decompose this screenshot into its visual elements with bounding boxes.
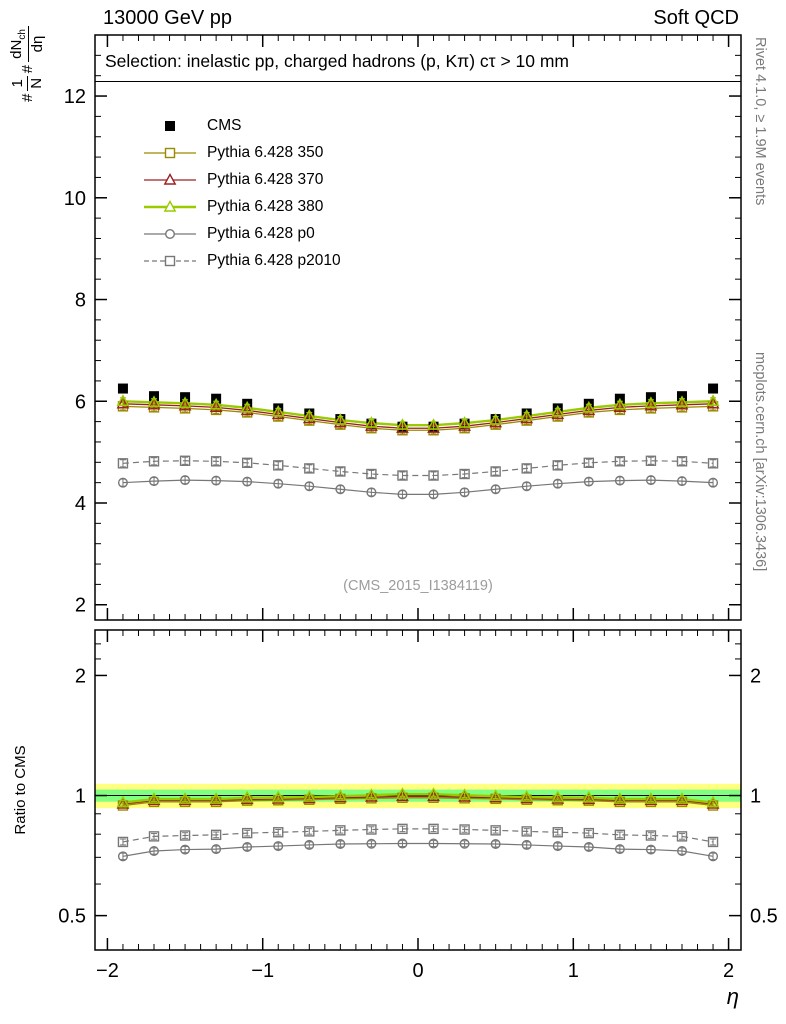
svg-text:12: 12 xyxy=(64,86,86,108)
svg-text:6: 6 xyxy=(75,391,86,413)
pythia-370-marker-icon xyxy=(142,171,198,189)
cms-marker-icon xyxy=(142,117,198,135)
svg-text:2: 2 xyxy=(75,665,86,687)
pythia-p2010-marker-icon xyxy=(142,252,198,270)
legend-item-pythia-p2010: Pythia 6.428 p2010 xyxy=(142,247,341,274)
rivet-version-label: Rivet 4.1.0, ≥ 1.9M events xyxy=(752,37,768,206)
legend-item-pythia-380: Pythia 6.428 380 xyxy=(142,193,341,220)
legend-label: Pythia 6.428 380 xyxy=(207,197,324,215)
x-axis-title: η xyxy=(726,984,739,1009)
legend-item-pythia-p0: Pythia 6.428 p0 xyxy=(142,220,341,247)
legend-label: CMS xyxy=(207,116,242,134)
one-over-n-fraction: 1 N xyxy=(9,76,45,91)
svg-text:0.5: 0.5 xyxy=(750,906,778,928)
legend-item-cms: CMS xyxy=(142,112,341,139)
svg-text:1: 1 xyxy=(568,960,579,982)
beam-energy-title: 13000 GeV pp xyxy=(103,7,232,29)
svg-text:2: 2 xyxy=(750,665,761,687)
main-y-axis-title: # 1 N # dNch dη xyxy=(5,0,49,149)
svg-text:8: 8 xyxy=(75,290,86,312)
svg-text:2: 2 xyxy=(75,595,86,617)
legend-item-pythia-370: Pythia 6.428 370 xyxy=(142,166,341,193)
hash-glyph: # xyxy=(18,64,36,74)
legend-label: Pythia 6.428 p0 xyxy=(207,224,315,242)
mcplots-reference-label: mcplots.cern.ch [arXiv:1306.3436] xyxy=(752,352,768,572)
svg-text:0: 0 xyxy=(412,960,423,982)
legend-label: Pythia 6.428 p2010 xyxy=(207,251,341,269)
dnch-deta-fraction: dNch dη xyxy=(7,26,47,62)
pythia-380-marker-icon xyxy=(142,198,198,216)
process-group-title: Soft QCD xyxy=(653,7,739,29)
svg-text:0.5: 0.5 xyxy=(58,906,86,928)
svg-text:10: 10 xyxy=(64,188,86,210)
legend-label: Pythia 6.428 370 xyxy=(207,170,324,188)
legend: CMS Pythia 6.428 350 Pythia 6.428 370 Py… xyxy=(142,112,341,274)
svg-text:−2: −2 xyxy=(96,960,119,982)
pythia-p0-marker-icon xyxy=(142,225,198,243)
svg-text:4: 4 xyxy=(75,493,86,515)
svg-text:1: 1 xyxy=(750,786,761,808)
svg-text:1: 1 xyxy=(75,786,86,808)
selection-note: Selection: inelastic pp, charged hadrons… xyxy=(95,49,741,82)
legend-item-pythia-350: Pythia 6.428 350 xyxy=(142,139,341,166)
pythia-350-marker-icon xyxy=(142,144,198,162)
ratio-y-axis-title: Ratio to CMS xyxy=(12,745,29,835)
svg-text:2: 2 xyxy=(723,960,734,982)
analysis-id-watermark: (CMS_2015_I1384119) xyxy=(343,578,493,594)
svg-text:−1: −1 xyxy=(251,960,274,982)
hash-glyph: # xyxy=(18,93,36,102)
legend-label: Pythia 6.428 350 xyxy=(207,143,324,161)
